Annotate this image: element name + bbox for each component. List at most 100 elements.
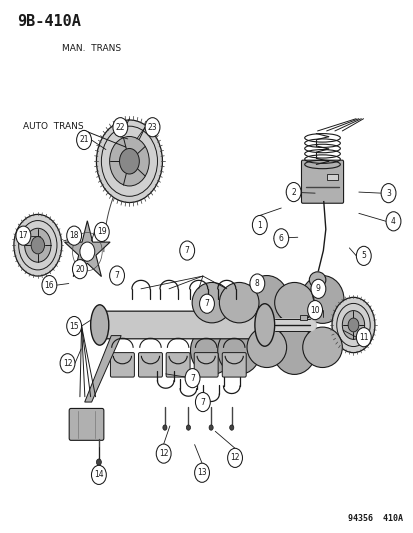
Text: 7: 7 (190, 374, 195, 383)
Circle shape (199, 294, 214, 313)
Ellipse shape (96, 459, 101, 465)
Text: 7: 7 (184, 246, 189, 255)
Text: MAN.  TRANS: MAN. TRANS (62, 44, 121, 53)
Text: 2: 2 (291, 188, 295, 197)
FancyBboxPatch shape (301, 160, 343, 203)
Text: 17: 17 (19, 231, 28, 240)
Circle shape (156, 444, 171, 463)
Circle shape (194, 463, 209, 482)
Circle shape (307, 301, 322, 320)
Circle shape (249, 274, 264, 293)
Text: 7: 7 (114, 271, 119, 280)
FancyBboxPatch shape (138, 353, 162, 377)
Ellipse shape (14, 214, 62, 276)
Circle shape (380, 183, 395, 203)
Circle shape (60, 354, 75, 373)
Bar (299, 316, 306, 320)
Text: 16: 16 (45, 280, 54, 289)
Circle shape (385, 212, 400, 231)
Text: 5: 5 (361, 252, 366, 260)
Ellipse shape (186, 425, 190, 430)
Circle shape (72, 260, 87, 279)
Circle shape (185, 368, 199, 387)
Text: 94356  410A: 94356 410A (347, 514, 402, 523)
Bar (326, 174, 337, 180)
Ellipse shape (254, 304, 274, 346)
Ellipse shape (192, 282, 231, 323)
Text: 15: 15 (69, 321, 79, 330)
Text: 21: 21 (79, 135, 88, 144)
Text: 18: 18 (69, 231, 79, 240)
Circle shape (195, 392, 210, 411)
Ellipse shape (219, 282, 259, 323)
Circle shape (179, 241, 194, 260)
Circle shape (94, 222, 109, 241)
Ellipse shape (162, 425, 166, 430)
Ellipse shape (309, 272, 325, 288)
Circle shape (91, 465, 106, 484)
Ellipse shape (331, 297, 374, 353)
Text: 7: 7 (200, 398, 205, 407)
Circle shape (42, 276, 57, 295)
Text: 12: 12 (159, 449, 168, 458)
Ellipse shape (247, 327, 286, 368)
Ellipse shape (229, 425, 233, 430)
Ellipse shape (347, 318, 358, 332)
FancyBboxPatch shape (97, 311, 267, 339)
Ellipse shape (90, 305, 109, 345)
Ellipse shape (217, 327, 260, 374)
Ellipse shape (190, 327, 233, 374)
Text: 12: 12 (230, 454, 239, 463)
Circle shape (145, 118, 159, 137)
Ellipse shape (31, 237, 45, 254)
Text: 14: 14 (94, 471, 104, 479)
Ellipse shape (119, 149, 139, 174)
Ellipse shape (302, 327, 342, 368)
Circle shape (66, 226, 81, 245)
Ellipse shape (96, 120, 162, 203)
Circle shape (227, 448, 242, 467)
Text: 4: 4 (390, 217, 395, 226)
Circle shape (356, 328, 370, 347)
Circle shape (285, 182, 300, 201)
Text: AUTO  TRANS: AUTO TRANS (23, 122, 84, 131)
Circle shape (310, 279, 325, 298)
FancyBboxPatch shape (69, 408, 104, 440)
Ellipse shape (209, 425, 213, 430)
FancyBboxPatch shape (166, 353, 190, 377)
Circle shape (76, 131, 91, 150)
Text: 12: 12 (63, 359, 72, 368)
Circle shape (109, 266, 124, 285)
Text: 1: 1 (257, 221, 261, 230)
Circle shape (273, 229, 288, 248)
Ellipse shape (109, 136, 149, 186)
Polygon shape (64, 221, 110, 277)
Text: 9B-410A: 9B-410A (17, 14, 81, 29)
FancyBboxPatch shape (222, 353, 246, 377)
Text: 13: 13 (197, 469, 206, 477)
Ellipse shape (300, 276, 343, 324)
Text: 7: 7 (204, 299, 209, 308)
Circle shape (113, 118, 128, 137)
FancyBboxPatch shape (110, 353, 134, 377)
Ellipse shape (80, 242, 95, 261)
Circle shape (252, 215, 267, 235)
Text: 3: 3 (385, 189, 390, 198)
Polygon shape (85, 336, 121, 402)
Text: 11: 11 (358, 333, 368, 342)
Text: 6: 6 (278, 234, 283, 243)
FancyBboxPatch shape (194, 353, 218, 377)
Ellipse shape (342, 311, 364, 340)
Text: 20: 20 (75, 265, 85, 273)
Ellipse shape (25, 228, 51, 262)
Circle shape (356, 246, 370, 265)
Ellipse shape (274, 282, 313, 323)
Text: 19: 19 (97, 228, 106, 237)
Text: 10: 10 (309, 305, 319, 314)
Ellipse shape (272, 327, 315, 374)
Text: 23: 23 (147, 123, 157, 132)
Circle shape (16, 226, 31, 245)
Circle shape (66, 317, 81, 336)
Ellipse shape (245, 276, 287, 324)
Text: 9: 9 (315, 284, 320, 293)
